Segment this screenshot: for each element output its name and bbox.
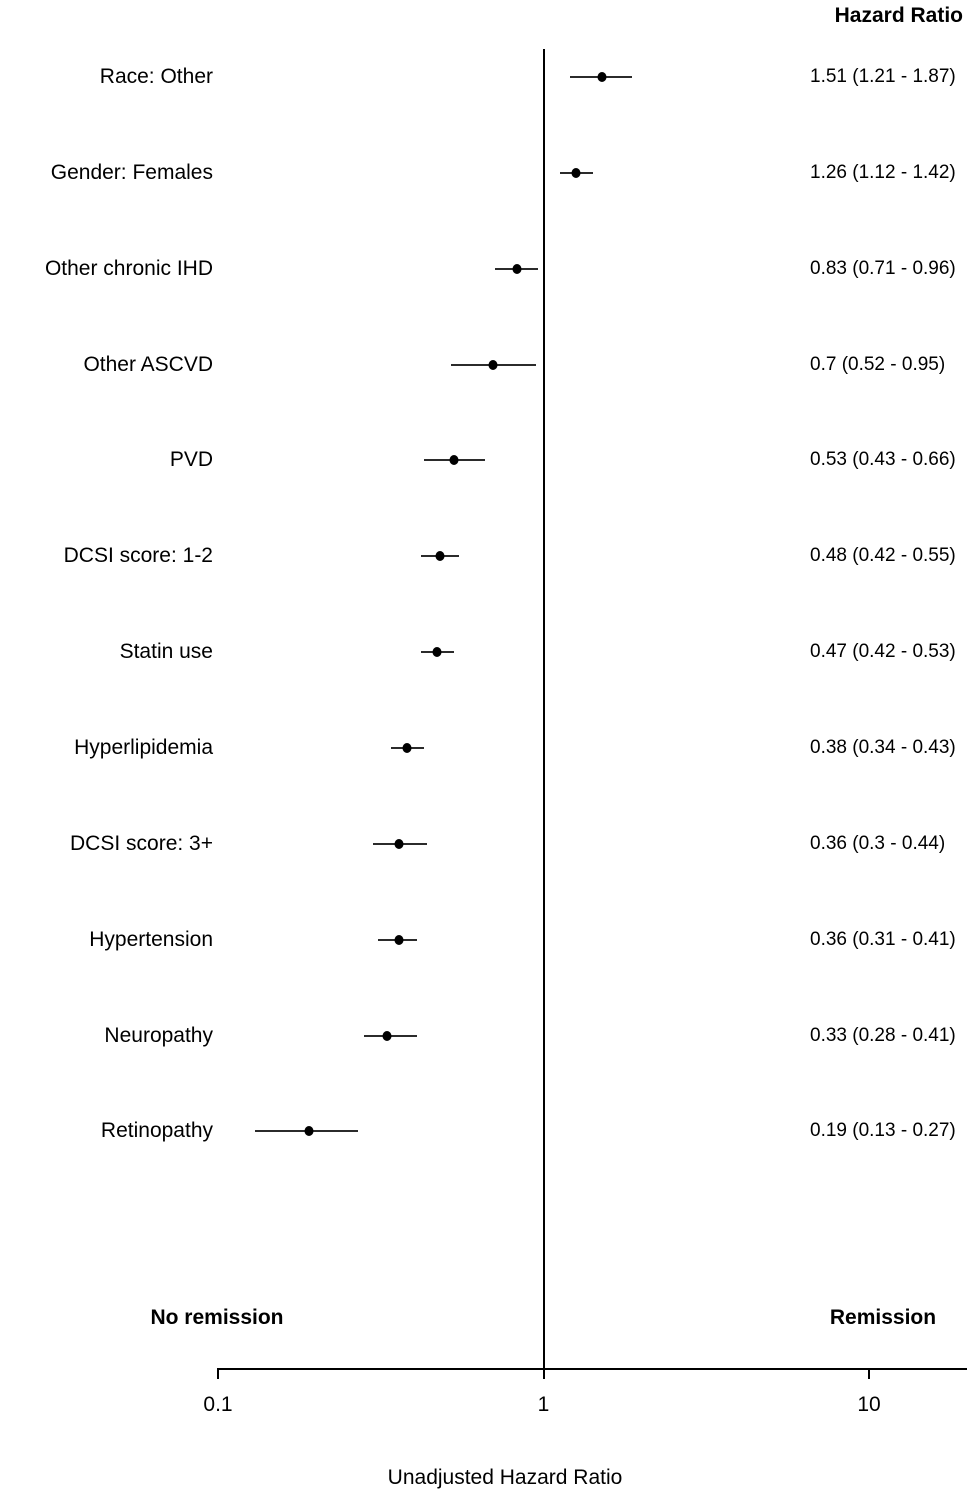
- point-estimate-dot: [488, 359, 498, 370]
- remission-caption: Remission: [829, 1306, 937, 1329]
- point-estimate-dot: [597, 72, 607, 82]
- x-axis-tick-label: 10: [857, 1393, 881, 1416]
- point-estimate-dot: [432, 647, 442, 658]
- row-label: Hyperlipidemia: [74, 736, 213, 760]
- row-label: Neuropathy: [104, 1023, 213, 1047]
- row-label: Retinopathy: [100, 1119, 213, 1143]
- row-label: DCSI score: 1-2: [63, 544, 213, 568]
- point-estimate-dot: [449, 455, 459, 466]
- hazard-ratio-text: 0.47 (0.42 - 0.53): [810, 641, 956, 663]
- point-estimate-dot: [394, 838, 404, 849]
- row-label: Other ASCVD: [83, 352, 213, 376]
- hazard-ratio-text: 0.19 (0.13 - 0.27): [810, 1120, 956, 1142]
- point-estimate-dot: [304, 1126, 314, 1137]
- hazard-ratio-text: 0.83 (0.71 - 0.96): [810, 257, 956, 279]
- row-label: Other chronic IHD: [44, 256, 213, 280]
- hazard-ratio-text: 1.26 (1.12 - 1.42): [810, 161, 956, 183]
- no-remission-caption: No remission: [150, 1306, 284, 1329]
- x-axis-tick: [542, 1368, 545, 1379]
- hazard-ratio-text: 0.36 (0.31 - 0.41): [810, 928, 956, 950]
- x-axis-tick-label: 0.1: [203, 1393, 233, 1416]
- hazard-ratio-text: 0.7 (0.52 - 0.95): [810, 353, 946, 375]
- x-axis-title: Unadjusted Hazard Ratio: [387, 1466, 623, 1489]
- reference-line: [542, 49, 545, 1368]
- row-label: Gender: Females: [50, 160, 213, 184]
- hazard-ratio-text: 0.36 (0.3 - 0.44): [810, 832, 946, 854]
- hazard-ratio-text: 1.51 (1.21 - 1.87): [810, 66, 956, 87]
- x-axis-tick: [868, 1368, 870, 1379]
- x-axis-line: [218, 1368, 967, 1370]
- x-axis-tick: [217, 1368, 219, 1379]
- x-axis-tick-label: 1: [537, 1393, 550, 1416]
- row-label: Statin use: [119, 640, 213, 664]
- point-estimate-dot: [512, 263, 522, 274]
- point-estimate-dot: [435, 551, 445, 562]
- row-label: Race: Other: [99, 65, 213, 88]
- point-estimate-dot: [394, 934, 404, 945]
- hazard-ratio-column-header: Hazard Ratio: [834, 4, 963, 27]
- row-label: DCSI score: 3+: [70, 831, 213, 855]
- point-estimate-dot: [571, 167, 581, 178]
- hazard-ratio-text: 0.48 (0.42 - 0.55): [810, 545, 956, 567]
- hazard-ratio-text: 0.53 (0.43 - 0.66): [810, 449, 956, 471]
- point-estimate-dot: [382, 1030, 392, 1041]
- hazard-ratio-text: 0.33 (0.28 - 0.41): [810, 1024, 956, 1046]
- row-label: PVD: [169, 448, 213, 472]
- point-estimate-dot: [402, 743, 412, 754]
- row-label: Hypertension: [89, 927, 213, 951]
- hazard-ratio-text: 0.38 (0.34 - 0.43): [810, 737, 956, 759]
